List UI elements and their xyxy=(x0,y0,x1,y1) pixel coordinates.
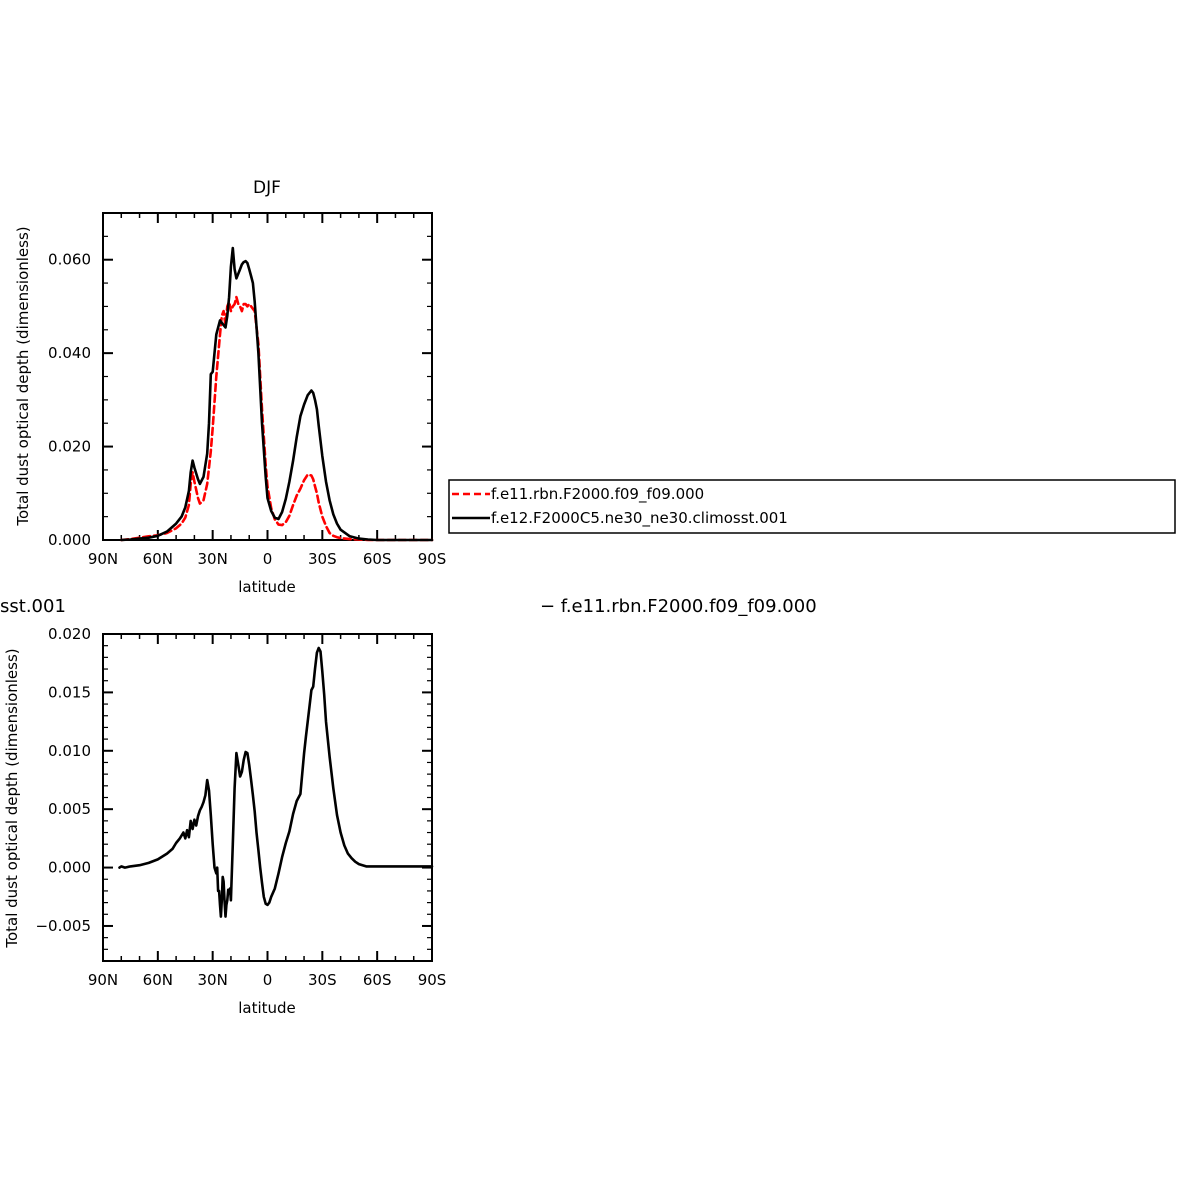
top-panel-title: DJF xyxy=(253,178,281,198)
bottom-axis-ticks: 90N 60N 30N 0 30S 60S 90S −0.005 0.000 0.005 0.010… xyxy=(35,625,446,989)
top-x-tick-label: 90S xyxy=(418,550,447,568)
top-series-line-2 xyxy=(120,246,434,542)
top-y-tick-label: 0.060 xyxy=(48,251,91,269)
top-series-line-1 xyxy=(120,295,434,542)
bottom-y-tick-label: 0.015 xyxy=(48,683,91,701)
bottom-x-tick-label: 90N xyxy=(88,971,118,989)
bottom-plot-frame xyxy=(102,633,433,962)
bottom-y-tick-label: 0.005 xyxy=(48,800,91,818)
top-y-tick-label: 0.040 xyxy=(48,344,91,362)
top-y-axis-title: Total dust optical depth (dimensionless) xyxy=(14,226,32,526)
bottom-series-line-1 xyxy=(118,646,434,918)
bottom-series-lines xyxy=(118,646,434,918)
bottom-x-tick-label: 90S xyxy=(418,971,447,989)
bottom-x-tick-label: 30S xyxy=(308,971,337,989)
bottom-x-axis-title: latitude xyxy=(238,999,296,1017)
top-y-tick-label: 0.020 xyxy=(48,438,91,456)
bottom-y-tick-label: 0.020 xyxy=(48,625,91,643)
bottom-y-tick-label: 0.010 xyxy=(48,742,91,760)
overlay-text-left: sst.001 xyxy=(0,596,66,617)
bottom-x-tick-label: 60S xyxy=(363,971,392,989)
overlay-text-right: − f.e11.rbn.F2000.f09_f09.000 xyxy=(540,596,817,617)
bottom-panel: 90N 60N 30N 0 30S 60S 90S −0.005 0.000 0.005 0.010… xyxy=(3,625,446,1017)
legend-label-1: f.e11.rbn.F2000.f09_f09.000 xyxy=(491,485,704,504)
top-x-tick-label: 0 xyxy=(263,550,273,568)
bottom-y-tick-label: −0.005 xyxy=(35,917,91,935)
top-x-tick-label: 60S xyxy=(363,550,392,568)
top-panel: DJF 90N 60N 30N 0 30S 60S 90S 0.000 0.020 0.040 0.… xyxy=(14,178,446,596)
top-x-axis-title: latitude xyxy=(238,578,296,596)
bottom-y-axis-title: Total dust optical depth (dimensionless) xyxy=(3,648,21,948)
top-axis-ticks: 90N 60N 30N 0 30S 60S 90S 0.000 0.020 0.040 0.060 xyxy=(48,212,447,568)
top-x-tick-label: 30S xyxy=(308,550,337,568)
legend: f.e11.rbn.F2000.f09_f09.000 f.e12.F2000C… xyxy=(448,479,1176,534)
bottom-x-tick-label: 30N xyxy=(198,971,228,989)
bottom-y-tick-label: 0.000 xyxy=(48,859,91,877)
top-series-lines xyxy=(120,246,434,542)
bottom-x-tick-label: 0 xyxy=(263,971,273,989)
bottom-x-tick-label: 60N xyxy=(143,971,173,989)
legend-box xyxy=(448,479,1176,534)
legend-label-2: f.e12.F2000C5.ne30_ne30.climosst.001 xyxy=(491,509,788,528)
top-x-tick-label: 90N xyxy=(88,550,118,568)
top-x-tick-label: 60N xyxy=(143,550,173,568)
top-y-tick-label: 0.000 xyxy=(48,531,91,549)
top-x-tick-label: 30N xyxy=(198,550,228,568)
